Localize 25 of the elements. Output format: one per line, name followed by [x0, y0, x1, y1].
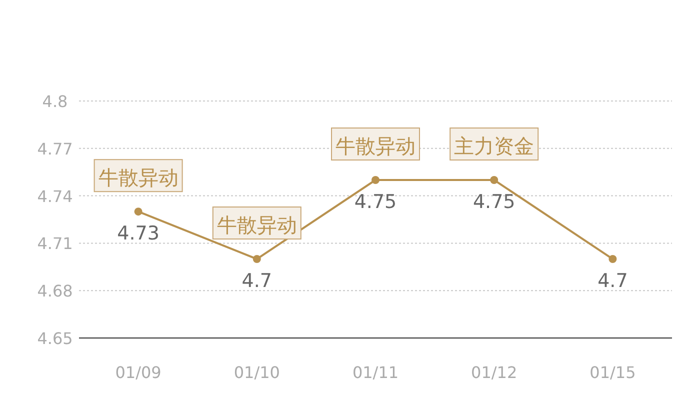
- data-label: 4.75: [354, 191, 397, 213]
- data-label: 4.75: [472, 191, 516, 213]
- x-tick-label: 01/10: [234, 363, 280, 382]
- point: [252, 255, 261, 263]
- annotation: 牛散异动: [216, 213, 297, 237]
- y-tick-label: 4.71: [37, 234, 73, 254]
- point: [490, 176, 498, 184]
- data-label: 4.73: [117, 222, 160, 245]
- annotation: 牛散异动: [336, 134, 416, 158]
- x-tick-label: 01/12: [471, 363, 518, 382]
- point: [372, 176, 380, 184]
- y-tick-label: 4.65: [37, 329, 73, 348]
- annotation: 牛散异动: [98, 166, 178, 190]
- data-label: 4.7: [598, 270, 628, 292]
- annotation: 主力资金: [454, 134, 534, 158]
- point: [134, 208, 142, 216]
- x-tick-label: 01/15: [590, 363, 636, 382]
- x-tick-label: 01/11: [352, 363, 399, 382]
- data-label: 4.7: [242, 270, 272, 292]
- y-tick-label: 4.74: [37, 186, 73, 206]
- y-tick-label: 4.68: [37, 282, 73, 301]
- point: [608, 255, 617, 263]
- x-tick-label: 01/09: [115, 363, 162, 382]
- y-tick-label: 4.8: [42, 92, 68, 111]
- y-tick-label: 4.77: [37, 139, 73, 158]
